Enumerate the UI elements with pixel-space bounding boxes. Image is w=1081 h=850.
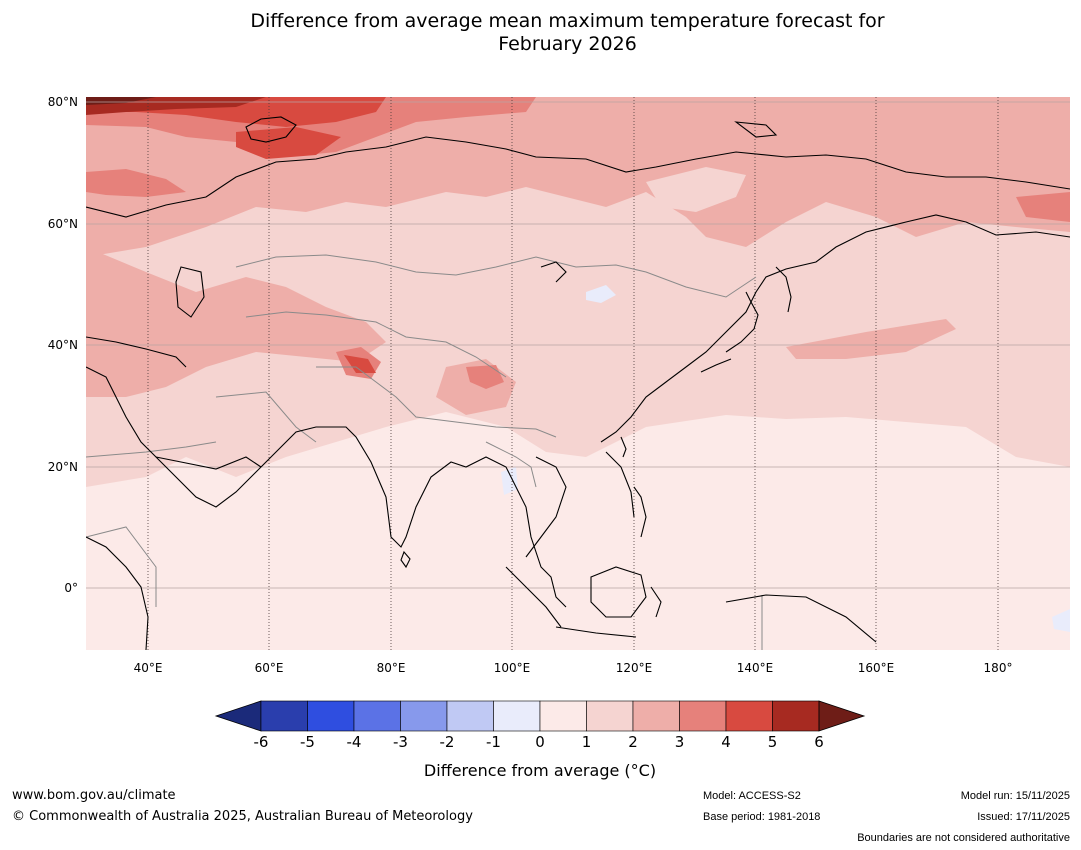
chart-title-line2: February 2026 — [498, 33, 637, 55]
copyright: © Commonwealth of Australia 2025, Austra… — [12, 809, 473, 824]
lat-label-20n: 20°N — [47, 460, 78, 474]
colorbar-tick-label: 4 — [721, 733, 731, 751]
lat-label-40n: 40°N — [47, 338, 78, 352]
forecast-map — [86, 97, 1070, 650]
boundaries-disclaimer: Boundaries are not considered authoritat… — [857, 832, 1070, 844]
colorbar-segment — [586, 700, 634, 732]
chart-title: Difference from average mean maximum tem… — [140, 10, 995, 56]
colorbar-tick-label: -6 — [253, 733, 269, 751]
colorbar-segment — [400, 700, 448, 732]
chart-title-line1: Difference from average mean maximum tem… — [250, 10, 885, 32]
lat-label-80n: 80°N — [47, 95, 78, 109]
colorbar-segment — [539, 700, 587, 732]
lon-label-60e: 60°E — [254, 661, 284, 675]
colorbar-label: Difference from average (°C) — [423, 761, 657, 780]
colorbar-tick-label: 6 — [814, 733, 824, 751]
colorbar-tick-label: 0 — [535, 733, 545, 751]
colorbar-segment — [679, 700, 727, 732]
colorbar-segment — [260, 700, 308, 732]
colorbar-tick-label: -5 — [300, 733, 315, 751]
colorbar-segment — [307, 700, 355, 732]
model-run: Model run: 15/11/2025 — [960, 790, 1070, 802]
lon-label-80e: 80°E — [376, 661, 406, 675]
lat-label-0: 0° — [64, 581, 78, 595]
colorbar-tick-label: 5 — [767, 733, 778, 751]
colorbar-arrow-high — [818, 700, 866, 732]
lon-label-160e: 160°E — [857, 661, 895, 675]
colorbar-segment — [446, 700, 494, 732]
base-period: Base period: 1981-2018 — [703, 811, 821, 823]
lat-label-60n: 60°N — [47, 217, 78, 231]
model-name: Model: ACCESS-S2 — [703, 790, 801, 802]
lon-label-120e: 120°E — [615, 661, 653, 675]
colorbar-tick-label: -2 — [439, 733, 455, 751]
colorbar-segment — [353, 700, 401, 732]
colorbar-tick-label: -1 — [486, 733, 501, 751]
lon-label-180: 180° — [983, 661, 1013, 675]
colorbar-tick-label: 1 — [581, 733, 592, 751]
colorbar-segment — [725, 700, 773, 732]
colorbar-tick-label: -3 — [393, 733, 408, 751]
website-link[interactable]: www.bom.gov.au/climate — [12, 788, 176, 803]
colorbar — [210, 696, 870, 740]
colorbar-arrow-low — [214, 700, 262, 732]
colorbar-tick-label: 2 — [628, 733, 638, 751]
colorbar-tick-label: -4 — [346, 733, 362, 751]
colorbar-segment — [632, 700, 680, 732]
lon-label-100e: 100°E — [493, 661, 531, 675]
colorbar-tick-label: 3 — [674, 733, 685, 751]
issued-date: Issued: 17/11/2025 — [977, 811, 1070, 823]
colorbar-segment — [772, 700, 820, 732]
lon-label-140e: 140°E — [736, 661, 774, 675]
colorbar-segment — [493, 700, 541, 732]
lon-label-40e: 40°E — [133, 661, 163, 675]
